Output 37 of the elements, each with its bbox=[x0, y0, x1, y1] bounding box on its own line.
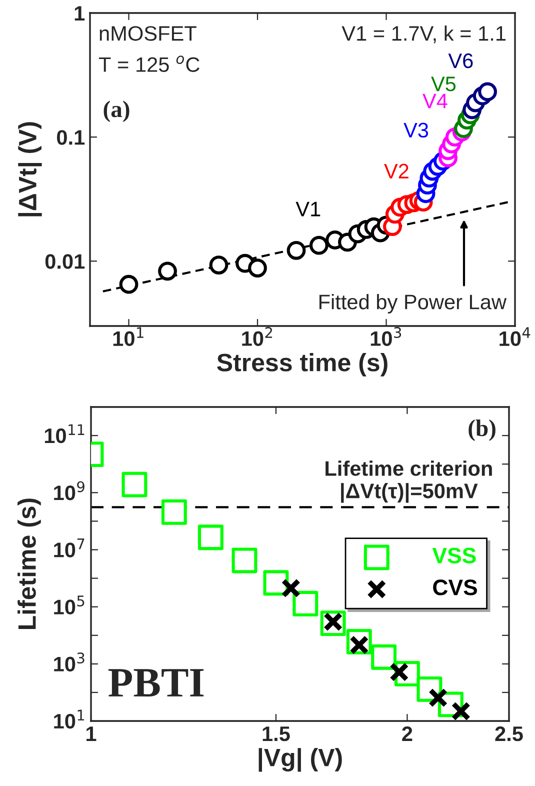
x-tick-label: 1 bbox=[86, 726, 96, 741]
y-tick-label: 0.1 bbox=[57, 130, 85, 145]
x-tick-label: 10$^{4}$ bbox=[500, 327, 530, 346]
y-axis-title: Lifetime (s) bbox=[18, 498, 41, 629]
annotation: Fitted by Power Law bbox=[319, 294, 507, 314]
annotation: nMOSFET bbox=[100, 26, 196, 41]
x-axis-title: Stress time (s) bbox=[217, 353, 388, 376]
y-tick-label: 10$^{1}$ bbox=[54, 710, 84, 729]
annotation: (b) bbox=[468, 420, 496, 441]
series-label: V3 bbox=[404, 122, 428, 138]
legend-label: CVS bbox=[433, 580, 478, 596]
x-tick-label: 10$^{2}$ bbox=[242, 327, 272, 346]
y-tick-label: 1 bbox=[74, 6, 85, 21]
y-tick-label: 10$^{9}$ bbox=[54, 481, 84, 500]
series-label: V2 bbox=[384, 164, 408, 178]
y-tick-label: 0.01 bbox=[45, 254, 85, 269]
series-label: V1 bbox=[296, 202, 320, 216]
x-tick-label: 10$^{3}$ bbox=[370, 327, 402, 346]
annotation: T = 125 $^{o}$C bbox=[98, 56, 200, 72]
y-tick-label: 10$^{3}$ bbox=[54, 652, 84, 672]
series-label: V5 bbox=[431, 76, 456, 92]
y-axis-title: |ΔVt| (V) bbox=[18, 122, 42, 216]
y-tick-label: 10$^{5}$ bbox=[54, 596, 84, 614]
y-tick-label: 10$^{11}$ bbox=[44, 424, 84, 444]
x-tick-label: 2.5 bbox=[495, 726, 523, 742]
annotation: V1 = 1.7V, k = 1.1 bbox=[342, 26, 506, 44]
series-label: V6 bbox=[448, 53, 473, 68]
annotation: (a) bbox=[104, 100, 130, 122]
x-tick-label: 2 bbox=[402, 726, 412, 741]
annotation: Lifetime criterion |ΔVt(τ)|=50mV bbox=[326, 460, 492, 503]
annotation: PBTI bbox=[108, 669, 204, 697]
y-tick-label: 10$^{7}$ bbox=[54, 538, 84, 558]
x-tick-label: 1.5 bbox=[262, 726, 290, 742]
x-axis-title: |Vg| (V) bbox=[258, 748, 342, 772]
series-label: V4 bbox=[422, 94, 448, 108]
legend-label: VSS bbox=[432, 548, 476, 564]
x-tick-label: 10$^{1}$ bbox=[113, 327, 144, 346]
